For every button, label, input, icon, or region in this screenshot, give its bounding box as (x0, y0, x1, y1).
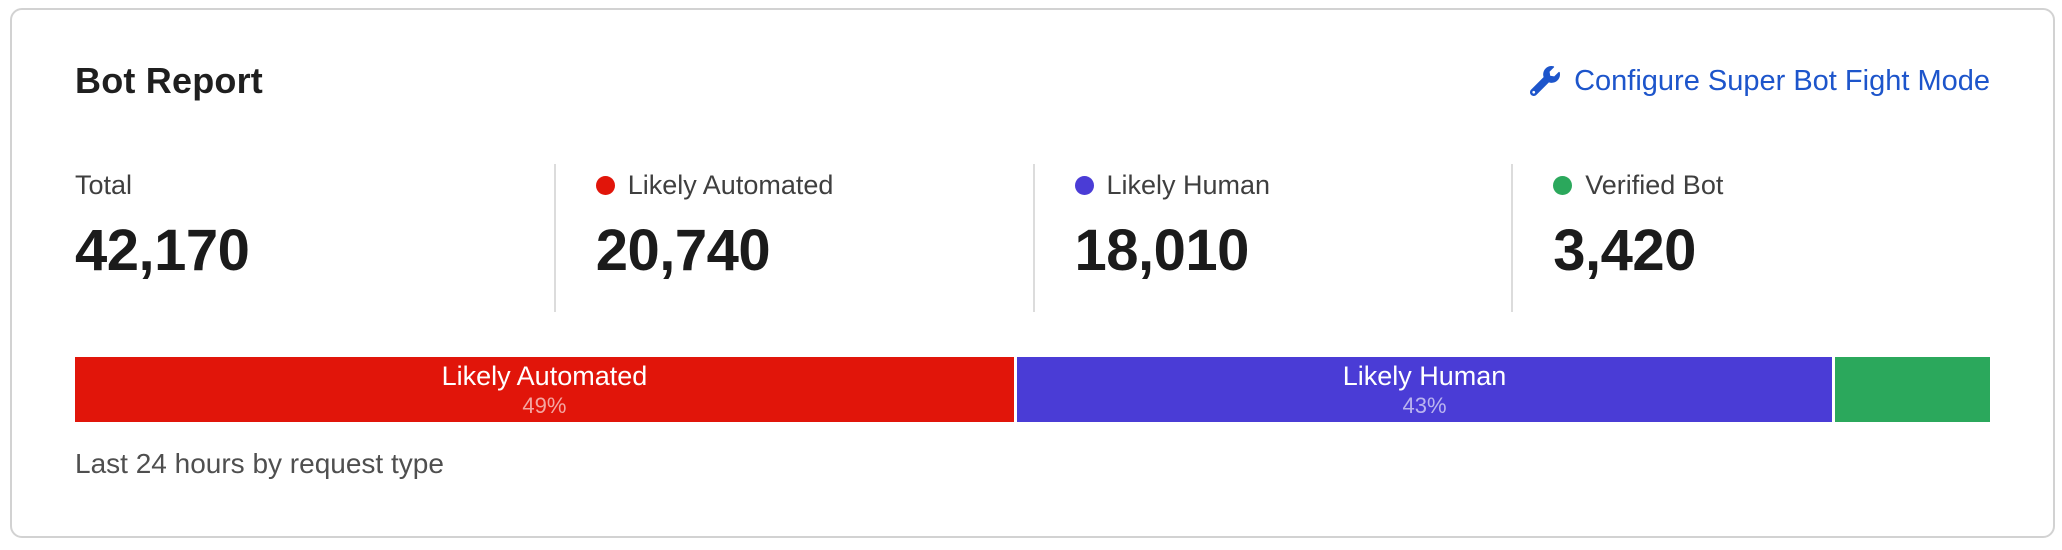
bar-segment-likely-human[interactable]: Likely Human 43% (1016, 357, 1833, 422)
stat-likely-automated-label-row: Likely Automated (595, 170, 1033, 201)
stat-likely-human-label-row: Likely Human (1074, 170, 1512, 201)
request-type-stacked-bar: Likely Automated 49% Likely Human 43% (75, 357, 1990, 422)
stat-total-label-row: Total (75, 170, 554, 201)
wrench-icon (1530, 65, 1561, 97)
configure-link-label: Configure Super Bot Fight Mode (1574, 64, 1990, 97)
stat-total: Total 42,170 (75, 164, 554, 312)
segment-label: Likely Human (1342, 361, 1507, 391)
bar-caption: Last 24 hours by request type (75, 448, 444, 479)
bar-segment-likely-automated[interactable]: Likely Automated 49% (75, 357, 1014, 422)
stat-label: Total (75, 170, 133, 200)
likely-human-dot-icon (1074, 176, 1094, 195)
stat-label: Verified Bot (1585, 170, 1724, 200)
stat-label: Likely Automated (627, 170, 834, 200)
stat-likely-automated-value: 20,740 (595, 218, 771, 283)
segment-label: Likely Automated (441, 361, 648, 391)
likely-automated-dot-icon (595, 176, 615, 195)
stat-likely-automated: Likely Automated 20,740 (553, 164, 1033, 312)
configure-super-bot-fight-mode-link[interactable]: Configure Super Bot Fight Mode (1530, 65, 1990, 98)
stat-total-value: 42,170 (75, 218, 250, 283)
stat-label: Likely Human (1106, 170, 1271, 200)
stat-verified-bot-label-row: Verified Bot (1553, 170, 1990, 201)
bar-segment-verified-bot[interactable] (1835, 357, 1990, 422)
stats-row: Total 42,170 Likely Automated 20,740 Lik… (75, 164, 1990, 312)
segment-percent: 49% (522, 393, 567, 418)
page-title: Bot Report (75, 60, 263, 101)
segment-percent: 43% (1402, 393, 1447, 418)
bot-report-card: Bot Report Configure Super Bot Fight Mod… (10, 8, 2055, 538)
stat-likely-human-value: 18,010 (1074, 218, 1250, 283)
verified-bot-dot-icon (1553, 176, 1573, 195)
stat-verified-bot: Verified Bot 3,420 (1511, 164, 1990, 312)
card-header: Bot Report Configure Super Bot Fight Mod… (75, 60, 1990, 102)
stat-verified-bot-value: 3,420 (1553, 218, 1696, 283)
stat-likely-human: Likely Human 18,010 (1032, 164, 1512, 312)
